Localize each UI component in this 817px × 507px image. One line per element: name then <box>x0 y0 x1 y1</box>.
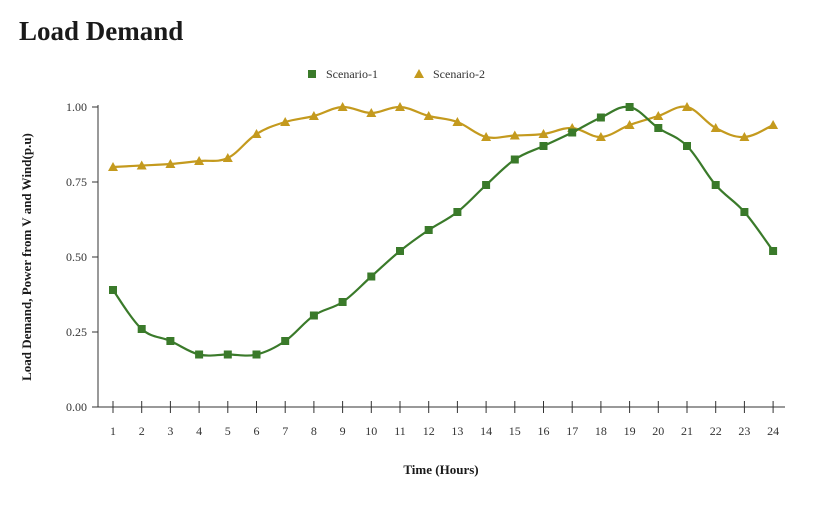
data-point <box>539 142 548 150</box>
x-tick-label: 19 <box>624 424 636 438</box>
data-point <box>136 160 147 170</box>
legend-label: Scenario-1 <box>326 67 378 81</box>
data-point <box>625 103 634 111</box>
y-tick-label: 0.50 <box>66 250 87 264</box>
series-layer <box>108 102 779 359</box>
x-tick-label: 20 <box>652 424 664 438</box>
x-tick-label: 24 <box>767 424 779 438</box>
data-point <box>683 142 691 150</box>
data-point <box>481 132 492 141</box>
x-tick-label: 13 <box>451 424 463 438</box>
x-tick-label: 9 <box>340 424 346 438</box>
legend-item[interactable]: Scenario-1 <box>308 67 378 81</box>
data-point <box>682 102 692 111</box>
data-point <box>194 156 205 165</box>
data-point <box>308 111 319 120</box>
data-point <box>624 120 635 129</box>
data-point <box>740 208 749 216</box>
data-point <box>482 181 491 189</box>
legend-marker <box>414 69 424 78</box>
x-tick-label: 12 <box>423 424 435 438</box>
x-tick-label: 7 <box>282 424 288 438</box>
legend-label: Scenario-2 <box>433 67 485 81</box>
data-point <box>165 159 176 168</box>
x-tick-label: 4 <box>196 424 202 438</box>
data-point <box>568 128 577 137</box>
x-tick-label: 11 <box>394 424 406 438</box>
y-axis: 0.00 0.25 0.50 0.75 1.00 <box>66 100 99 414</box>
data-point <box>367 272 376 281</box>
x-axis: 1 2 3 4 5 6 7 8 9 10 11 12 13 14 15 16 17 18 19 20 21 22 23 24 <box>98 401 785 438</box>
data-point <box>222 153 233 162</box>
x-tick-label: 1 <box>110 424 116 438</box>
data-point <box>453 208 462 216</box>
x-tick-label: 8 <box>311 424 317 438</box>
data-point <box>510 155 519 164</box>
data-point <box>739 132 750 141</box>
data-point <box>653 111 664 120</box>
data-point <box>337 102 348 111</box>
x-tick-label: 23 <box>738 424 750 438</box>
data-point <box>595 132 606 141</box>
x-tick-label: 6 <box>254 424 260 438</box>
data-point <box>711 181 720 189</box>
data-point <box>166 337 175 345</box>
data-point <box>423 111 434 120</box>
data-point <box>309 311 318 320</box>
x-tick-label: 3 <box>167 424 173 438</box>
x-tick-label: 22 <box>710 424 722 438</box>
data-point <box>366 108 377 117</box>
x-tick-label: 10 <box>365 424 377 438</box>
data-point <box>109 286 117 294</box>
series-line <box>112 105 774 357</box>
data-point <box>509 130 520 140</box>
legend: Scenario-1 Scenario-2 <box>308 67 485 81</box>
y-tick-label: 0.75 <box>66 175 87 189</box>
data-point <box>195 350 204 359</box>
data-point <box>395 102 405 111</box>
y-axis-title: Load Demand, Power from V and Wind(p.u) <box>19 133 34 381</box>
data-point <box>280 117 291 126</box>
y-tick-label: 0.25 <box>66 325 87 339</box>
data-point <box>338 298 347 306</box>
page-title: Load Demand <box>19 16 184 46</box>
data-point <box>452 117 463 126</box>
data-point <box>108 162 118 171</box>
x-tick-label: 16 <box>538 424 550 438</box>
x-tick-label: 21 <box>681 424 693 438</box>
legend-item[interactable]: Scenario-2 <box>414 67 485 81</box>
data-point <box>137 325 146 333</box>
data-point <box>251 129 262 138</box>
data-point <box>396 247 404 255</box>
data-point <box>710 123 721 132</box>
x-tick-label: 17 <box>566 424 578 438</box>
data-point <box>768 120 779 129</box>
y-tick-label: 1.00 <box>66 100 87 114</box>
x-tick-label: 18 <box>595 424 607 438</box>
data-point <box>252 350 261 359</box>
x-axis-title: Time (Hours) <box>403 462 478 477</box>
x-tick-label: 15 <box>509 424 521 438</box>
data-point <box>596 113 605 122</box>
series-1 <box>109 103 778 359</box>
data-point <box>538 129 549 138</box>
x-tick-label: 2 <box>139 424 145 438</box>
series-2 <box>108 102 779 171</box>
data-point <box>281 337 290 345</box>
y-tick-label: 0.00 <box>66 400 87 414</box>
data-point <box>223 350 232 359</box>
data-point <box>654 124 663 132</box>
x-tick-label: 5 <box>225 424 231 438</box>
legend-marker <box>308 70 316 78</box>
x-tick-label: 14 <box>480 424 492 438</box>
data-point <box>769 247 778 255</box>
data-point <box>424 226 433 234</box>
